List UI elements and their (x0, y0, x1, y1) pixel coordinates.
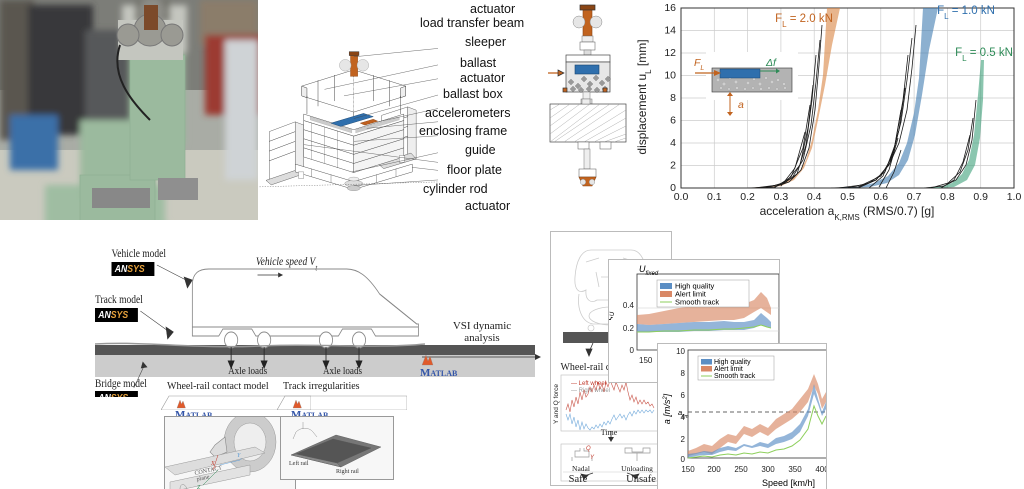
svg-text:FL = 1.0 kN: FL = 1.0 kN (937, 5, 995, 21)
svg-text:Smooth track: Smooth track (714, 373, 756, 380)
svg-text:8: 8 (681, 369, 686, 378)
svg-text:200: 200 (707, 465, 721, 474)
svg-text:0.6: 0.6 (873, 191, 888, 203)
svg-text:Ufixed: Ufixed (639, 264, 659, 277)
svg-text:Alert limit: Alert limit (714, 366, 743, 373)
svg-text:High quality: High quality (714, 359, 751, 366)
svg-text:2: 2 (681, 435, 686, 444)
svg-text:0.9: 0.9 (973, 191, 988, 203)
svg-text:Right rail: Right rail (336, 469, 359, 475)
svg-text:ξU: ξU (609, 311, 616, 320)
svg-text:FL = 2.0 kN: FL = 2.0 kN (775, 13, 833, 29)
svg-text:Y and Q force: Y and Q force (553, 384, 560, 424)
svg-text:ANSYS: ANSYS (97, 392, 128, 397)
svg-text:6: 6 (681, 391, 686, 400)
svg-text:0.4: 0.4 (623, 301, 635, 310)
svg-text:— Left wheel: — Left wheel (571, 381, 606, 387)
svg-text:a [m/s2]: a [m/s2] (662, 393, 672, 424)
svg-text:250: 250 (734, 465, 748, 474)
svg-text:4: 4 (670, 137, 676, 149)
svg-text:FL = 0.5 kN: FL = 0.5 kN (955, 47, 1013, 63)
svg-text:Axle loads: Axle loads (323, 365, 362, 377)
svg-text:a: a (738, 99, 744, 111)
svg-text:10: 10 (664, 70, 676, 82)
svg-text:0: 0 (630, 346, 635, 355)
svg-text:Safe: Safe (569, 474, 588, 485)
svg-text:acceleration aK,RMS (RMS/0.7): acceleration aK,RMS (RMS/0.7) [g] (760, 204, 935, 222)
svg-text:6: 6 (670, 115, 676, 127)
svg-text:8: 8 (670, 92, 676, 104)
svg-text:16: 16 (664, 2, 676, 14)
svg-text:0.3: 0.3 (774, 191, 789, 203)
svg-text:Q: Q (586, 446, 591, 452)
svg-text:0.5: 0.5 (840, 191, 855, 203)
svg-text:0.2: 0.2 (623, 324, 635, 333)
svg-text:FL: FL (694, 57, 704, 72)
svg-text:Smooth track: Smooth track (675, 298, 719, 307)
svg-text:Vehicle model: Vehicle model (112, 248, 167, 260)
svg-text:Nadal: Nadal (572, 464, 590, 473)
svg-text:Time: Time (601, 428, 618, 437)
svg-text:ANSYS: ANSYS (97, 309, 128, 321)
svg-text:Speed [km/h]: Speed [km/h] (762, 478, 815, 488)
svg-text:0.1: 0.1 (707, 191, 722, 203)
svg-text:12: 12 (664, 47, 676, 59)
svg-text:Unloading: Unloading (621, 464, 653, 473)
svg-text:300: 300 (761, 465, 775, 474)
svg-text:400: 400 (815, 465, 826, 474)
svg-text:Track model: Track model (95, 294, 143, 306)
svg-text:150: 150 (681, 465, 695, 474)
svg-text:350: 350 (788, 465, 802, 474)
svg-text:Zc: Zc (197, 485, 202, 489)
svg-text:Axle loads: Axle loads (228, 365, 267, 377)
svg-text:Unsafe: Unsafe (626, 474, 656, 485)
svg-text:displacement uL [mm]: displacement uL [mm] (635, 39, 653, 154)
svg-text:0: 0 (681, 455, 686, 464)
svg-text:1.0: 1.0 (1007, 191, 1022, 203)
svg-text:0.7: 0.7 (907, 191, 922, 203)
svg-text:ANSYS: ANSYS (114, 263, 145, 275)
svg-text:Vehicle speed Vt: Vehicle speed Vt (256, 256, 318, 272)
svg-text:0.8: 0.8 (940, 191, 955, 203)
svg-text:150: 150 (639, 356, 653, 365)
svg-text:0.4: 0.4 (807, 191, 822, 203)
svg-text:Left rail: Left rail (289, 460, 309, 467)
svg-text:0.2: 0.2 (740, 191, 755, 203)
svg-text:Δf: Δf (765, 57, 777, 69)
svg-text:0.0: 0.0 (674, 191, 689, 203)
svg-text:14: 14 (664, 25, 676, 37)
svg-text:Bridge model: Bridge model (95, 378, 147, 390)
svg-text:10: 10 (676, 347, 685, 356)
svg-text:2: 2 (670, 160, 676, 172)
